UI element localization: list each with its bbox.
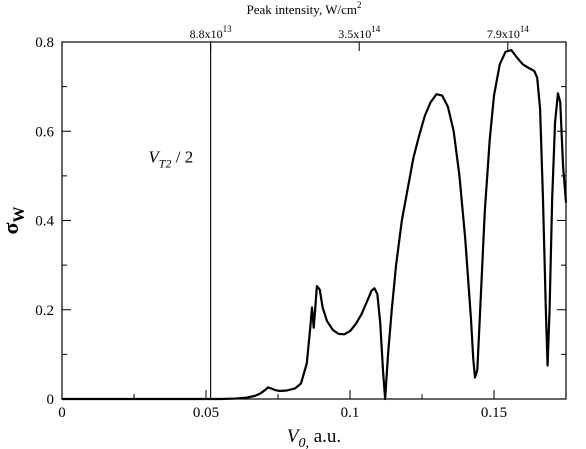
x-tick-label: 0.05 bbox=[193, 405, 219, 421]
top-tick-label: 8.8x1013 bbox=[190, 24, 233, 41]
x-tick-label: 0 bbox=[58, 405, 66, 421]
top-tick-mantissa: 7.9x10 bbox=[487, 27, 520, 41]
data-line bbox=[62, 48, 568, 401]
top-tick-mantissa: 3.5x10 bbox=[338, 27, 371, 41]
y-tick-label: 0 bbox=[47, 392, 55, 408]
label-layer: Peak intensity, W/cm2 V0, a.u. σW VT2 / … bbox=[0, 0, 361, 449]
top-axis-title-sup: 2 bbox=[357, 0, 362, 10]
y-tick-label: 0.6 bbox=[35, 124, 54, 140]
top-tick-label: 7.9x1014 bbox=[487, 24, 529, 41]
x-axis-label: V0, a.u. bbox=[287, 426, 341, 449]
top-tick-label: 3.5x1014 bbox=[338, 24, 381, 41]
top-axis-title: Peak intensity, W/cm2 bbox=[247, 0, 362, 17]
y-axis-label: σW bbox=[0, 207, 28, 235]
vt2-annotation: VT2 / 2 bbox=[148, 147, 193, 170]
top-axis-title-main: Peak intensity, W/cm bbox=[247, 2, 357, 17]
y-axis-label-sub: W bbox=[11, 207, 28, 223]
top-tick-mantissa: 8.8x10 bbox=[190, 27, 223, 41]
series-layer bbox=[62, 48, 568, 401]
top-tick-exponent: 14 bbox=[371, 24, 381, 34]
y-tick-label: 0.2 bbox=[35, 303, 54, 319]
x-tick-label: 0.15 bbox=[481, 405, 507, 421]
x-axis-label-main: V bbox=[287, 426, 301, 447]
y-tick-label: 0.8 bbox=[35, 35, 54, 51]
vt2-annotation-sub: T2 bbox=[159, 156, 172, 170]
y-tick-label: 0.4 bbox=[35, 214, 54, 230]
top-tick-exponent: 13 bbox=[223, 24, 233, 34]
x-axis-label-sub: 0, bbox=[298, 436, 309, 449]
plot-frame bbox=[61, 41, 567, 400]
y-axis-label-main: σ bbox=[0, 222, 23, 234]
x-axis-label-suffix: a.u. bbox=[309, 426, 341, 447]
top-tick-exponent: 14 bbox=[520, 24, 530, 34]
x-tick-label: 0.1 bbox=[341, 405, 360, 421]
vt2-annotation-suffix: / 2 bbox=[171, 147, 193, 166]
vt2-annotation-main: V bbox=[148, 147, 161, 166]
